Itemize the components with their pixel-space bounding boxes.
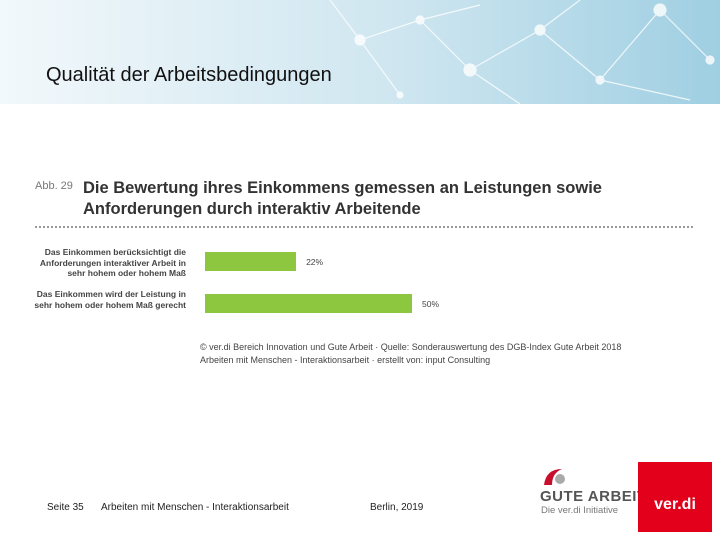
brand-logo: ver.di <box>638 462 712 532</box>
network-decoration <box>329 0 715 104</box>
divider <box>35 226 693 228</box>
chart-title: Die Bewertung ihres Einkommens gemessen … <box>83 179 602 218</box>
logo-title: GUTE ARBEIT <box>540 488 647 505</box>
category-label: Das Einkommen wird der Leistung in sehr … <box>34 289 186 310</box>
brand-text: ver.di <box>654 496 696 513</box>
source-line: Arbeiten mit Menschen - Interaktionsarbe… <box>200 355 491 365</box>
source-line: © ver.di Bereich Innovation und Gute Arb… <box>200 342 622 352</box>
logo-mark <box>544 469 565 485</box>
bar <box>205 294 412 313</box>
footer-date: Berlin, 2019 <box>370 502 424 513</box>
page-number: Seite 35 <box>47 502 84 513</box>
figure-label: Abb. 29 <box>35 180 73 192</box>
header-banner: Qualität der Arbeitsbedingungen <box>0 0 720 104</box>
category-label: Das Einkommen berücksichtigt die Anforde… <box>39 247 186 278</box>
logo-subtitle: Die ver.di Initiative <box>541 505 619 516</box>
value-label: 22% <box>306 257 324 267</box>
bar <box>205 252 297 271</box>
value-label: 50% <box>422 299 440 309</box>
footer-topic: Arbeiten mit Menschen - Interaktionsarbe… <box>101 502 289 513</box>
slide-title: Qualität der Arbeitsbedingungen <box>46 64 332 86</box>
